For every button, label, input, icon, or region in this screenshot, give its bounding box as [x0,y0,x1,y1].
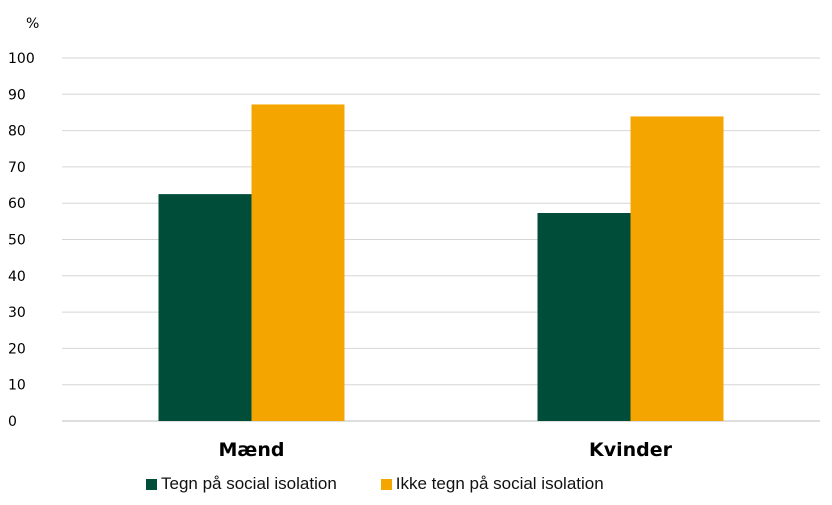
y-tick-label: 70 [8,160,26,176]
y-tick-label: 100 [8,51,35,67]
bar-tegn-0 [158,194,252,421]
category-label: Mænd [219,439,285,461]
y-tick-label: 80 [8,124,26,140]
legend-label-ikke-tegn: Ikke tegn på social isolation [395,474,604,493]
bars [158,104,724,422]
y-axis-unit-label: % [26,16,39,32]
category-labels: Mænd Kvinder [219,439,673,461]
legend: Tegn på social isolation Ikke tegn på so… [146,474,604,494]
y-tick-label: 20 [8,341,26,357]
y-axis-ticks: 0 10 20 30 40 50 60 70 80 90 100 [8,51,35,430]
category-label: Kvinder [589,439,673,461]
legend-label-tegn: Tegn på social isolation [161,474,337,493]
y-tick-label: 60 [8,196,26,212]
y-tick-label: 40 [8,269,26,285]
legend-item-tegn: Tegn på social isolation [146,474,337,494]
y-tick-label: 50 [8,233,26,249]
y-tick-label: 10 [8,378,26,394]
bar-ikke-tegn-0 [251,104,345,422]
y-tick-label: 30 [8,305,26,321]
bar-tegn-1 [537,213,631,421]
y-tick-label: 90 [8,87,26,103]
legend-swatch-ikke-tegn [380,478,392,490]
bar-ikke-tegn-1 [630,116,724,422]
legend-item-ikke-tegn: Ikke tegn på social isolation [380,474,604,494]
y-tick-label: 0 [8,414,17,430]
legend-swatch-tegn [146,478,157,490]
